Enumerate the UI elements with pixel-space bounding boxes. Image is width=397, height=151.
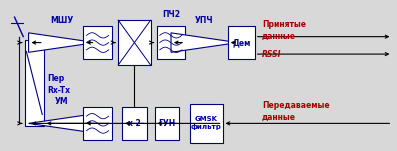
Bar [83, 26, 112, 59]
Text: Передаваемые: Передаваемые [262, 101, 330, 110]
Text: GMSK
фильтр: GMSK фильтр [191, 116, 222, 130]
Bar [25, 40, 44, 126]
Text: Пер: Пер [47, 74, 64, 83]
Text: УМ: УМ [55, 97, 69, 106]
Text: ПЧ2: ПЧ2 [162, 10, 180, 19]
Text: x 2: x 2 [128, 119, 141, 128]
Text: данные: данные [262, 113, 296, 122]
Bar [83, 107, 112, 140]
Bar [118, 20, 150, 65]
Bar [228, 26, 255, 59]
Text: ГУН: ГУН [158, 119, 175, 128]
Text: RSSI: RSSI [262, 50, 281, 59]
Text: Принятые: Принятые [262, 20, 306, 29]
Polygon shape [29, 114, 95, 133]
Bar [156, 26, 185, 59]
Bar [154, 107, 179, 140]
Text: данные: данные [262, 32, 296, 41]
Polygon shape [29, 33, 95, 52]
Text: УПЧ: УПЧ [195, 16, 214, 25]
Text: МШУ: МШУ [50, 16, 73, 25]
Text: Дем: Дем [232, 38, 251, 47]
Polygon shape [171, 33, 238, 52]
Text: Rx-Tx: Rx-Tx [47, 86, 70, 95]
Bar [122, 107, 146, 140]
Bar [190, 104, 223, 143]
